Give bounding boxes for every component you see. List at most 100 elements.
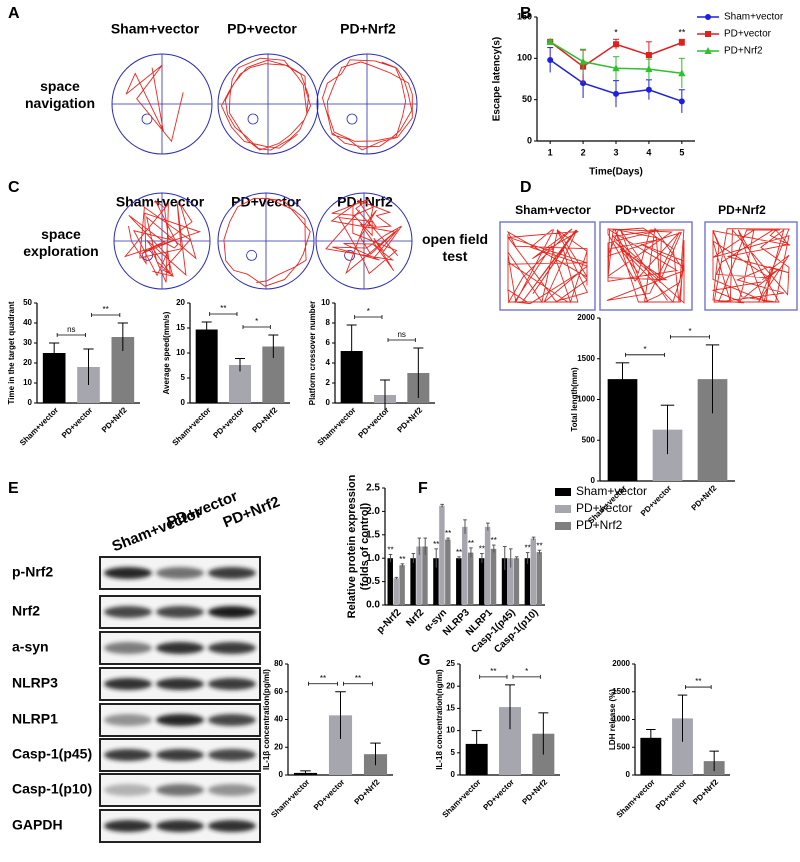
panel-letter: G <box>418 652 430 669</box>
blot-band <box>104 642 152 654</box>
x-tick-label: Sham+vector <box>316 406 358 448</box>
x-tick-label: PD+vector <box>356 406 391 441</box>
bar <box>387 558 393 605</box>
bar <box>465 743 488 775</box>
y-tick-label: 0 <box>326 398 331 407</box>
blot-row-label: GAPDH <box>12 817 63 833</box>
y-tick-label: 25 <box>446 659 455 668</box>
row-label: space navigation <box>24 78 95 111</box>
marker <box>705 14 711 20</box>
significance-label: ** <box>525 544 531 553</box>
significance-label: ** <box>103 305 109 314</box>
y-tick-label: 10 <box>321 298 330 307</box>
panel-letter: A <box>8 5 20 22</box>
marker <box>645 86 652 93</box>
y-tick-label: 2000 <box>612 659 630 668</box>
y-tick-label: 1.0 <box>366 553 380 564</box>
blot-row-label: Casp-1(p45) <box>12 746 92 762</box>
x-tick-label: PD+vector <box>481 778 516 813</box>
x-tick-label: Sham+vector <box>269 778 311 820</box>
x-tick-label: PD+vector <box>60 406 95 441</box>
arena <box>704 221 798 311</box>
y-tick-label: 20 <box>176 298 185 307</box>
column-title: PD+vector <box>227 21 297 37</box>
legend-label: PD+Nrf2 <box>576 518 623 532</box>
y-axis-label: IL-18 concentration(ng/ml) <box>435 669 444 770</box>
blot-band <box>156 784 204 796</box>
platform <box>344 249 356 261</box>
y-tick-label: 0 <box>527 135 532 145</box>
y-tick-label: 2.5 <box>366 483 380 494</box>
bar <box>478 558 485 605</box>
blot-band <box>104 567 152 579</box>
y-tick-label: 20 <box>446 681 455 690</box>
panel-letter: B <box>520 5 532 22</box>
legend-swatch <box>555 505 571 513</box>
bar <box>399 565 405 605</box>
swim-track <box>220 57 312 151</box>
y-tick-label: 2000 <box>577 313 595 322</box>
marker <box>678 98 685 105</box>
y-tick-label: 500 <box>582 435 596 444</box>
bar <box>422 546 428 605</box>
y-axis-label: (folds of control) <box>359 502 371 590</box>
x-tick-label: PD+vector <box>312 778 347 813</box>
marker <box>613 41 619 48</box>
bar <box>433 558 439 605</box>
bar <box>42 353 66 403</box>
marker <box>645 65 653 73</box>
platform <box>141 113 153 125</box>
blot-row-label: Casp-1(p10) <box>12 781 92 797</box>
swim-track <box>123 200 202 283</box>
y-tick-label: 20 <box>274 742 283 751</box>
blot-row-label: Nrf2 <box>12 603 40 619</box>
blot-band <box>104 678 152 690</box>
marker <box>705 31 711 37</box>
platform <box>246 249 258 261</box>
marker <box>645 52 652 59</box>
y-tick-label: 6 <box>326 338 331 347</box>
annotation: * <box>614 28 618 38</box>
bar <box>513 558 520 605</box>
x-tick-label: PD+vector <box>211 406 246 441</box>
y-tick-label: 15 <box>176 323 185 332</box>
bar <box>530 538 537 605</box>
bar <box>445 539 451 605</box>
swim-track <box>325 198 402 275</box>
row-label: space exploration <box>23 226 99 259</box>
blot-band <box>208 567 256 579</box>
significance-label: * <box>367 307 370 316</box>
bar <box>111 337 135 403</box>
x-tick-label: 4 <box>646 147 651 157</box>
bar <box>467 552 474 605</box>
x-tick-label: Sham+vector <box>441 778 483 820</box>
y-tick-label: 0 <box>279 770 284 779</box>
swim-track <box>125 64 184 143</box>
arena-track <box>711 228 791 304</box>
panel-letter: C <box>8 179 20 196</box>
marker <box>612 64 620 72</box>
bar <box>507 558 514 605</box>
x-tick-label: Sham+vector <box>18 406 60 448</box>
bar <box>456 558 462 605</box>
blot-band <box>156 749 204 761</box>
blot-band <box>208 784 256 796</box>
marker <box>579 57 587 65</box>
y-tick-label: 0 <box>451 770 456 779</box>
y-tick-label: 0 <box>591 476 596 485</box>
y-tick-label: 100 <box>517 53 532 63</box>
y-tick-label: 0.0 <box>366 600 380 611</box>
bar <box>229 365 251 403</box>
bar <box>195 329 218 403</box>
blot-row-label: a-syn <box>12 639 49 655</box>
y-tick-label: 1000 <box>577 395 595 404</box>
x-tick-label: PD+Nrf2 <box>100 405 129 434</box>
significance-label: ** <box>433 540 439 549</box>
panel-letter: F <box>418 480 428 497</box>
blot-band <box>208 678 256 690</box>
y-tick-label: 150 <box>517 11 532 21</box>
bar <box>262 346 285 403</box>
blot-band <box>156 606 204 618</box>
significance-label: ** <box>479 545 485 554</box>
